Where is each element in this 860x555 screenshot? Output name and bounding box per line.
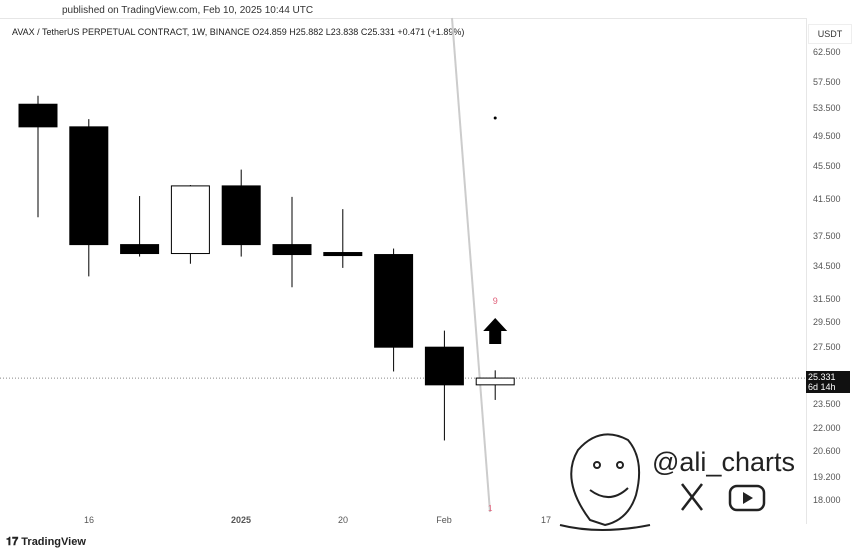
up-arrow-icon: [483, 318, 508, 344]
current-price-label: 25.331 6d 14h: [806, 371, 850, 393]
published-note: published on TradingView.com, Feb 10, 20…: [62, 5, 314, 16]
y-tick-label: 29.500: [813, 317, 841, 328]
symbol-legend: AVAX / TetherUS PERPETUAL CONTRACT, 1W, …: [12, 27, 465, 37]
watermark-handle: @ali_charts: [652, 447, 795, 477]
tradingview-logo-icon: 𝟏𝟕: [6, 536, 22, 548]
candle-countdown: 6d 14h: [808, 382, 836, 392]
y-tick-label: 62.500: [813, 46, 841, 57]
y-tick-label: 22.000: [813, 422, 841, 433]
current-price: 25.331: [808, 372, 836, 382]
td-count-top: 9: [493, 296, 498, 306]
trend-line: [451, 17, 491, 513]
y-tick-label: 34.500: [813, 260, 841, 271]
y-tick-label: 18.000: [813, 495, 841, 506]
signal-dot: [493, 116, 497, 120]
x-tick-label: 17: [540, 515, 552, 525]
candle-body: [221, 185, 261, 246]
y-tick-label: 57.500: [813, 76, 841, 87]
candle-body: [424, 346, 464, 386]
y-tick-label: 19.200: [813, 471, 841, 482]
chart-frame: [0, 18, 807, 524]
x-tick-label: 2025: [230, 515, 252, 525]
candle-body: [374, 254, 414, 348]
brand-label: TradingView: [21, 536, 86, 548]
candle-body: [323, 252, 363, 257]
candle-body: [18, 103, 58, 128]
currency-label[interactable]: USDT: [808, 24, 852, 44]
x-tick-label: Feb: [436, 515, 452, 525]
tradingview-brand[interactable]: 𝟏𝟕 TradingView: [6, 536, 86, 549]
candle-body: [120, 244, 160, 255]
y-tick-label: 49.500: [813, 130, 841, 141]
y-tick-label: 23.500: [813, 399, 841, 410]
y-tick-label: 45.500: [813, 161, 841, 172]
y-tick-label: 37.500: [813, 230, 841, 241]
candlestick-chart[interactable]: 91: [0, 0, 806, 523]
y-tick-label: 31.500: [813, 293, 841, 304]
y-tick-label: 20.600: [813, 446, 841, 457]
y-tick-label: 53.500: [813, 102, 841, 113]
candle-body: [69, 126, 109, 246]
candle-body: [170, 185, 210, 255]
x-tick-label: 20: [337, 515, 349, 525]
y-tick-label: 41.500: [813, 194, 841, 205]
td-count-bottom: 1: [488, 504, 493, 513]
y-tick-label: 27.500: [813, 342, 841, 353]
x-tick-label: 16: [83, 515, 95, 525]
candle-body: [272, 244, 312, 256]
candle-body: [475, 377, 515, 386]
